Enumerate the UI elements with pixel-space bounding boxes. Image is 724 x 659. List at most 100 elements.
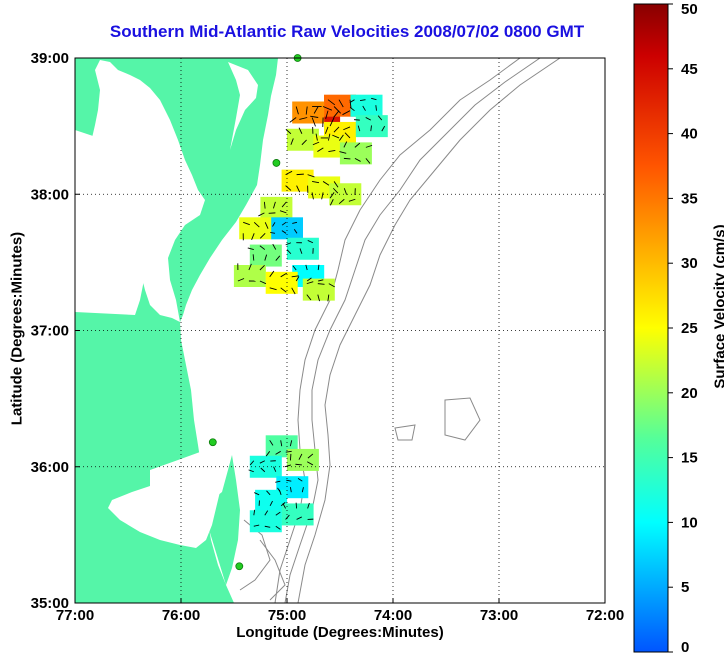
velocity-arrow [269,440,274,446]
velocity-cell [324,94,356,117]
velocity-arrow [375,105,377,111]
velocity-arrow [299,117,308,120]
y-tick-label: 35:00 [31,595,69,612]
velocity-arrow [269,270,275,278]
colorbar-tick-label: 10 [681,514,698,531]
velocity-arrow [259,460,265,464]
velocity-arrow [349,99,355,103]
velocity-arrow [281,230,287,234]
velocity-arrow [317,264,320,271]
velocity-arrow [332,134,340,139]
velocity-arrow [296,173,304,176]
velocity-arrow [325,110,329,119]
x-axis: 77:00 76:00 75:00 74:00 73:00 72:00 [56,598,624,624]
velocity-arrow [305,106,308,115]
velocity-arrow [278,489,282,495]
velocity-arrow [285,185,292,191]
colorbar-tick-label: 50 [681,1,698,18]
velocity-arrow [371,97,377,101]
velocity-arrow [333,110,340,118]
velocity-arrow [354,119,360,121]
velocity-arrow [259,245,266,250]
velocity-arrow [285,450,292,453]
velocity-arrow [377,115,383,121]
colorbar-tick-label: 35 [681,190,698,207]
velocity-arrow [293,229,298,234]
velocity-arrow [286,479,292,482]
velocity-arrow [339,134,344,141]
velocity-arrow [344,132,351,139]
velocity-cell [292,101,325,124]
velocity-arrow [362,105,366,111]
colorbar-tick-label: 0 [681,639,689,656]
y-tick-label: 38:00 [31,186,69,203]
velocity-arrow [343,141,348,148]
velocity-arrow [266,490,271,496]
velocity-arrow [272,243,277,250]
velocity-arrow [343,126,351,131]
colorbar-tick-label: 40 [681,126,698,143]
velocity-arrow [324,126,329,134]
velocity-arrow [270,232,276,234]
velocity-arrow [365,117,372,121]
velocity-arrow [286,249,292,255]
velocity-arrow [298,453,303,460]
velocity-arrow [354,157,361,162]
velocity-arrow [272,222,276,227]
velocity-arrow [318,279,324,282]
velocity-arrow [343,157,351,160]
velocity-cell [255,489,288,512]
velocity-arrow [281,201,287,208]
y-tick-label: 39:00 [31,50,69,67]
velocity-arrow [329,199,334,206]
y-tick-label: 36:00 [31,459,69,476]
velocity-cell [329,183,362,206]
velocity-arrow [307,502,310,509]
grid-lines [75,58,605,603]
velocity-arrow [306,294,312,301]
velocity-arrow [243,221,250,226]
velocity-arrow [253,509,256,516]
velocity-cell [233,265,266,287]
velocity-arrow [333,181,339,188]
velocity-arrow [349,99,352,109]
velocity-arrow [317,294,320,302]
velocity-arrow [280,287,287,293]
velocity-arrow [273,466,277,472]
velocity-arrow [381,125,386,132]
velocity-arrow [269,287,277,291]
velocity-arrow [307,240,314,244]
velocity-cell [313,135,346,158]
velocity-arrow [292,265,297,271]
velocity-arrow [338,99,344,108]
velocity-arrow [272,201,276,209]
velocity-arrow [297,477,303,482]
velocity-arrow [333,106,342,114]
velocity-cell [271,217,303,240]
x-axis-label: Longitude (Degrees:Minutes) [236,624,444,641]
velocity-arrow [247,247,254,250]
colorbar-tick-label: 20 [681,385,698,402]
velocity-arrow [298,127,303,134]
velocity-arrow [264,254,268,261]
velocity-arrow [349,107,355,112]
velocity-arrow [254,492,260,496]
velocity-arrow [253,524,260,527]
velocity-arrow [264,222,269,229]
velocity-arrow [342,110,351,116]
x-tick-label: 77:00 [56,607,94,624]
velocity-cell [249,510,282,533]
velocity-arrow [296,185,301,193]
velocity-arrow [237,278,245,282]
x-tick-label: 76:00 [162,607,200,624]
velocity-arrow [275,450,281,455]
velocity-arrow [285,242,292,246]
velocity-arrow [339,151,347,154]
velocity-arrow [284,464,292,468]
velocity-arrow [333,126,340,133]
velocity-cell [302,278,335,301]
velocity-arrow [295,106,299,115]
velocity-arrow [275,525,281,530]
station-marker [272,159,281,167]
